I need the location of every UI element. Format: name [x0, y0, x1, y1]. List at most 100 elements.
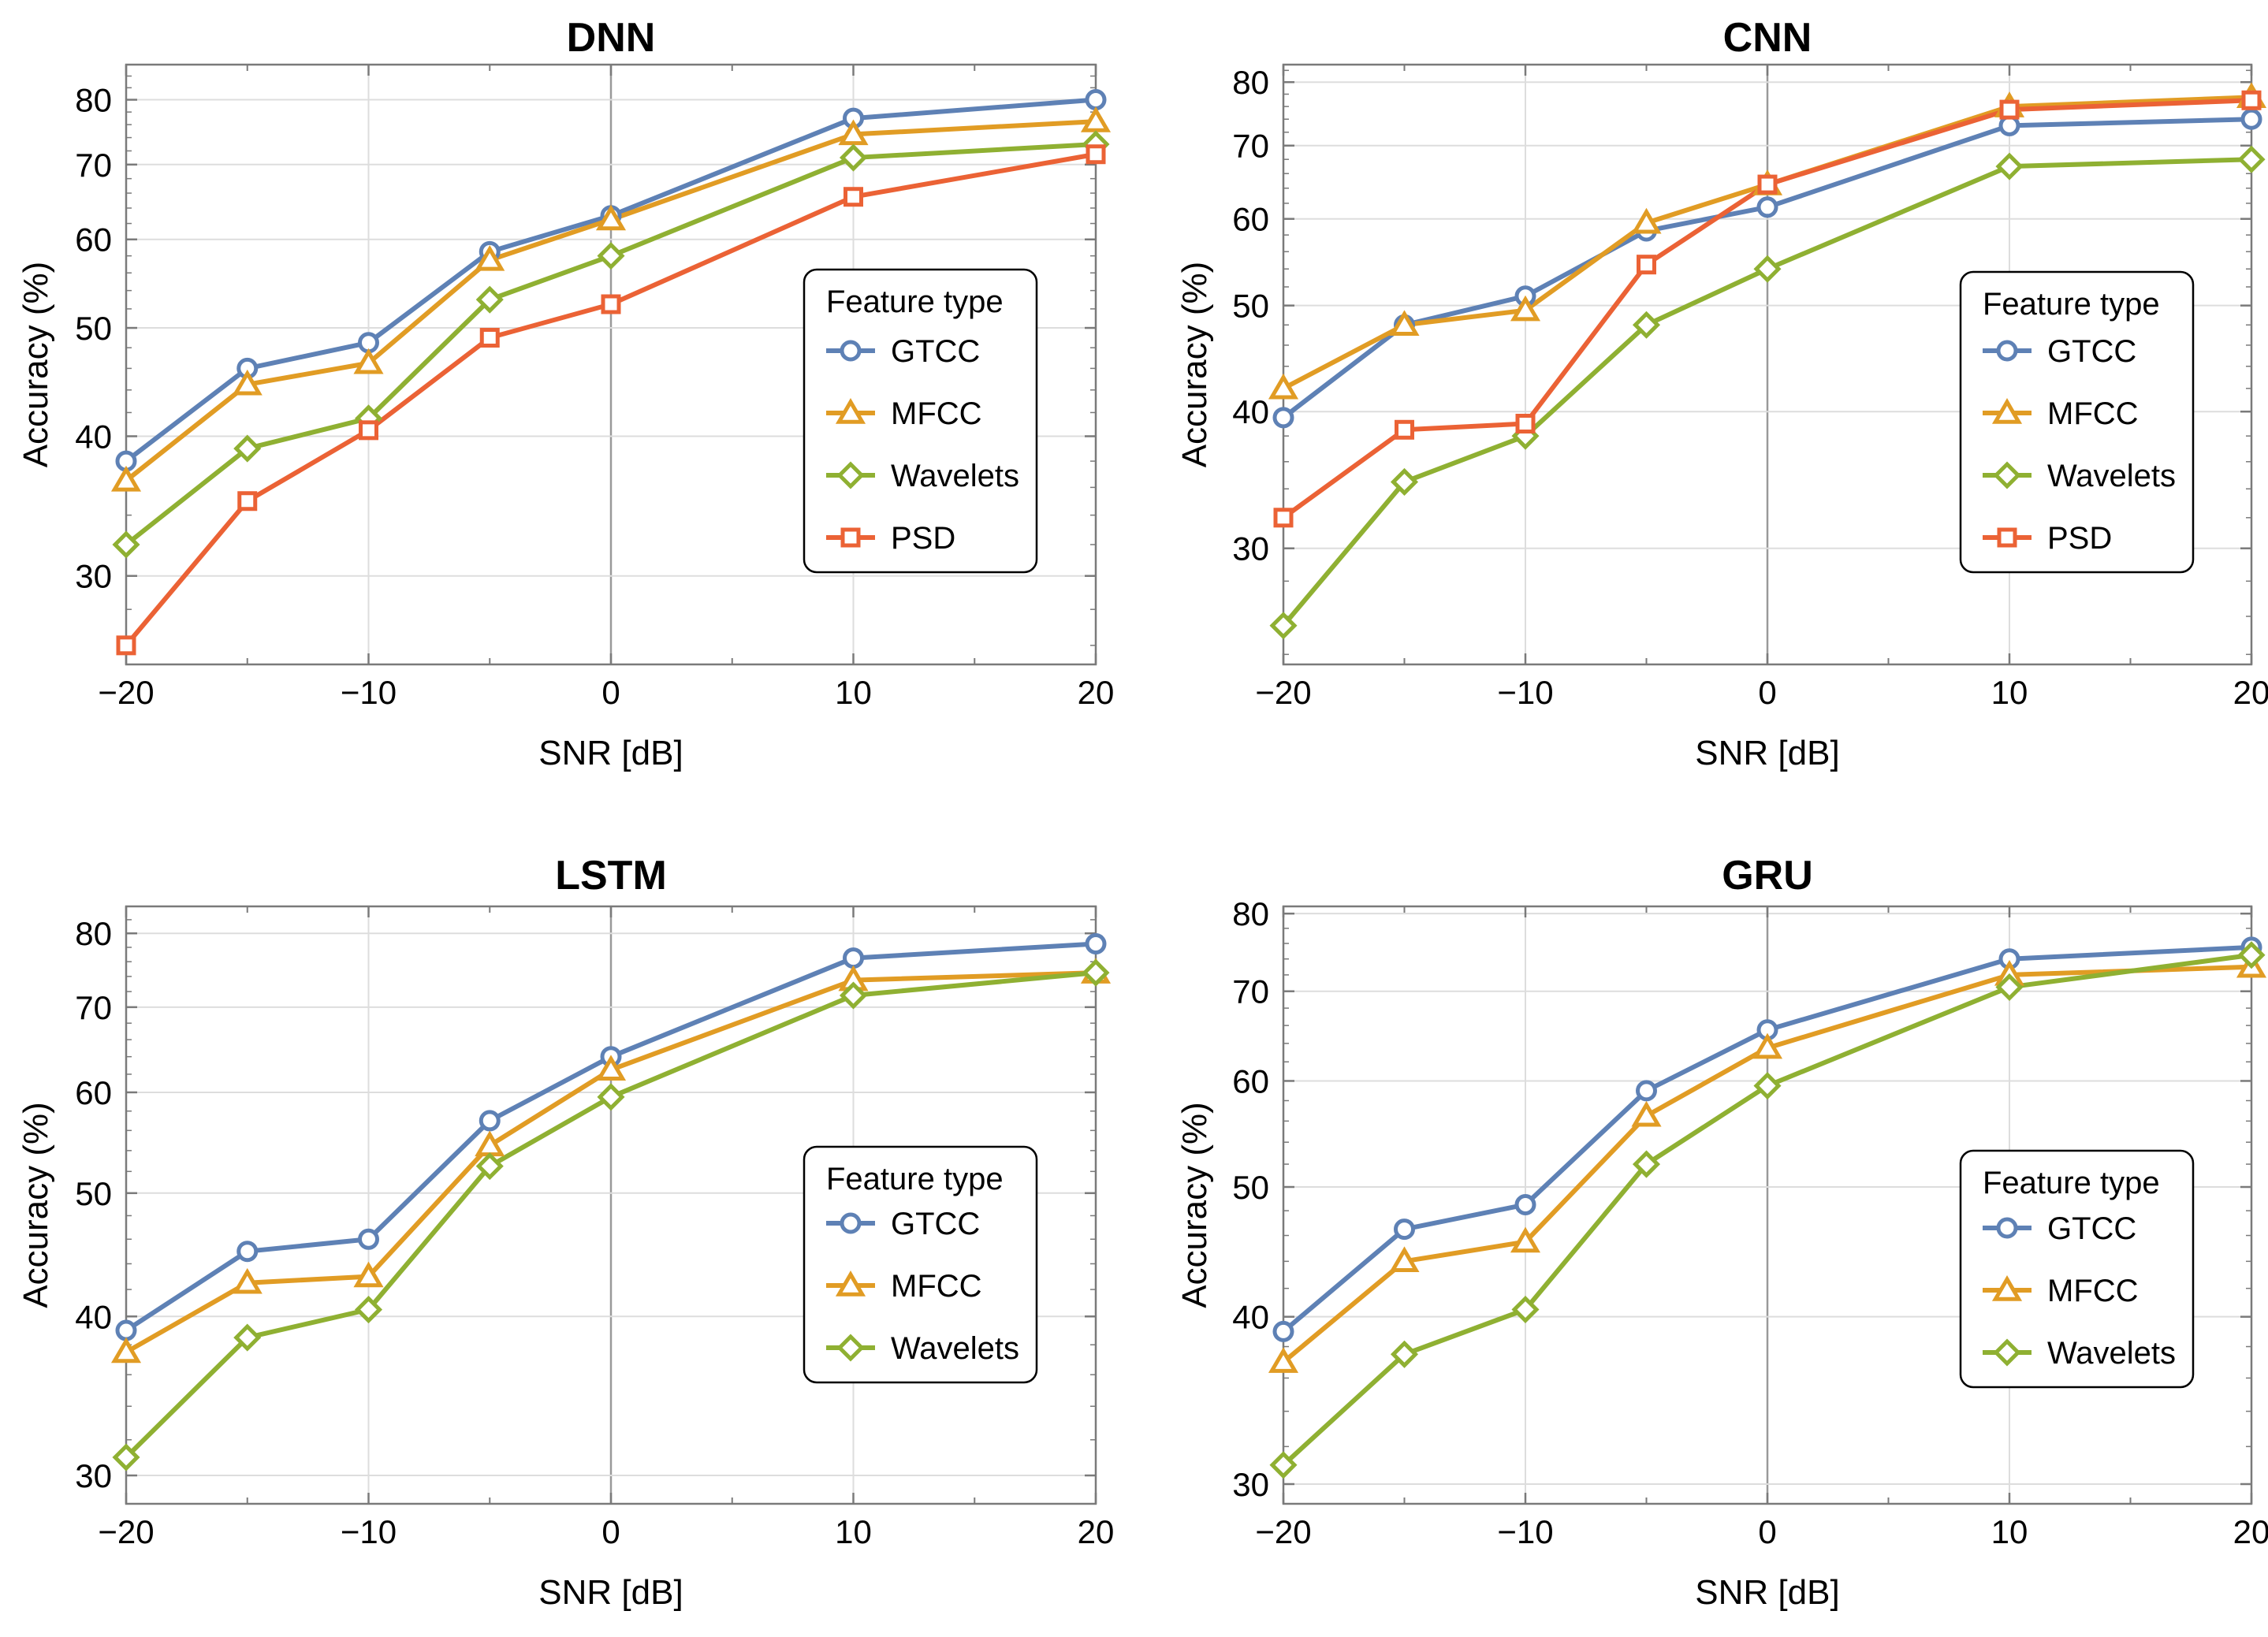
- x-tick-label: −10: [341, 1513, 397, 1550]
- data-point-mfcc: [595, 204, 627, 231]
- data-point-mfcc: [1631, 207, 1662, 234]
- y-axis-label: Accuracy (%): [17, 1102, 55, 1308]
- legend-label-mfcc: MFCC: [891, 1269, 982, 1304]
- data-point-psd: [359, 420, 378, 441]
- data-point-wavelets: [1511, 1295, 1540, 1324]
- y-tick-label: 80: [1232, 895, 1269, 932]
- legend-label-mfcc: MFCC: [2047, 396, 2139, 431]
- x-tick-label: −20: [98, 674, 154, 711]
- legend-marker-gtcc: [840, 340, 862, 362]
- data-point-psd: [601, 294, 621, 314]
- legend-label-gtcc: GTCC: [2047, 334, 2136, 369]
- data-point-gtcc: [358, 1228, 379, 1250]
- x-axis-label: SNR [dB]: [538, 734, 683, 772]
- data-point-psd: [1637, 255, 1656, 275]
- data-point-gtcc: [1394, 1218, 1415, 1241]
- data-point-psd: [116, 635, 136, 656]
- data-point-mfcc: [1510, 1226, 1541, 1253]
- x-tick-label: −20: [1255, 674, 1311, 711]
- y-tick-label: 60: [75, 221, 112, 259]
- data-point-wavelets: [1082, 958, 1110, 987]
- data-point-wavelets: [839, 981, 868, 1010]
- data-point-gtcc: [1514, 1193, 1536, 1215]
- x-tick-label: −10: [1497, 1513, 1553, 1550]
- legend-label-mfcc: MFCC: [891, 396, 982, 431]
- data-point-wavelets: [475, 1152, 504, 1181]
- legend-marker-gtcc: [1996, 340, 2018, 362]
- data-point-gtcc: [2240, 108, 2262, 130]
- panel-dnn: −20 −10 0 10 20 30 40 50 60 70 80 DNN SNR [dB] Accura…: [17, 15, 1114, 772]
- data-point-wavelets: [2237, 941, 2266, 969]
- y-axis-label: Accuracy (%): [17, 262, 55, 468]
- data-point-gtcc: [1272, 1320, 1294, 1342]
- data-point-wavelets: [354, 1296, 383, 1324]
- y-tick-label: 40: [75, 1298, 112, 1335]
- data-point-mfcc: [110, 1337, 142, 1364]
- legend-label-psd: PSD: [2047, 521, 2112, 556]
- data-point-mfcc: [1268, 1347, 1299, 1373]
- y-tick-label: 30: [1232, 1466, 1269, 1503]
- data-point-mfcc: [838, 119, 869, 146]
- legend-title: Feature type: [1983, 287, 2160, 322]
- data-point-psd: [1086, 144, 1106, 165]
- chart-title: LSTM: [555, 853, 667, 898]
- legend-label-wavelets: Wavelets: [2047, 459, 2176, 493]
- legend-marker-mfcc: [1991, 398, 2023, 424]
- y-tick-label: 70: [75, 989, 112, 1026]
- legend-box: [1959, 270, 2195, 574]
- legend-label-gtcc: GTCC: [2047, 1211, 2136, 1246]
- data-point-wavelets: [233, 434, 262, 463]
- data-point-gtcc: [1636, 1080, 1657, 1102]
- data-point-wavelets: [839, 143, 868, 172]
- data-point-gtcc: [1756, 196, 1778, 218]
- y-tick-label: 80: [1232, 64, 1269, 101]
- data-point-gtcc: [843, 947, 864, 969]
- data-point-psd: [844, 187, 863, 207]
- legend-marker-psd: [1997, 527, 2017, 548]
- data-point-gtcc: [1272, 407, 1294, 429]
- legend-title: Feature type: [1983, 1166, 2160, 1200]
- x-tick-label: 0: [601, 674, 620, 711]
- x-tick-label: 10: [1991, 1513, 2028, 1550]
- data-point-mfcc: [475, 245, 505, 271]
- data-point-psd: [1757, 174, 1778, 195]
- data-point-wavelets: [112, 1443, 140, 1471]
- data-point-wavelets: [1269, 612, 1298, 640]
- data-point-wavelets: [2237, 145, 2266, 173]
- x-tick-label: 10: [1991, 674, 2028, 711]
- data-point-psd: [1273, 508, 1294, 528]
- data-point-mfcc: [1389, 1246, 1420, 1273]
- legend-marker-wavelets: [1993, 461, 2021, 489]
- data-point-psd: [237, 491, 258, 512]
- legend-label-wavelets: Wavelets: [891, 1331, 1019, 1366]
- panel-cnn: −20 −10 0 10 20 30 40 50 60 70 80 CNN SNR [dB] Accura…: [1175, 15, 2268, 772]
- data-point-wavelets: [475, 285, 504, 314]
- data-point-gtcc: [1085, 89, 1107, 111]
- legend-marker-gtcc: [840, 1212, 862, 1234]
- y-tick-label: 70: [1232, 128, 1269, 165]
- chart-title: CNN: [1723, 15, 1812, 61]
- x-tick-label: 0: [1758, 674, 1776, 711]
- x-tick-label: −10: [1497, 674, 1553, 711]
- y-tick-label: 30: [1232, 530, 1269, 567]
- data-point-gtcc: [1998, 114, 2020, 136]
- data-point-psd: [2241, 90, 2262, 110]
- x-tick-label: 0: [1758, 1513, 1776, 1550]
- data-point-mfcc: [353, 1261, 384, 1288]
- x-tick-label: −20: [1255, 1513, 1311, 1550]
- data-point-wavelets: [112, 530, 140, 559]
- legend-label-mfcc: MFCC: [2047, 1274, 2139, 1308]
- legend-marker-wavelets: [836, 461, 865, 489]
- y-tick-label: 60: [75, 1074, 112, 1111]
- data-point-gtcc: [1085, 932, 1107, 954]
- data-point-mfcc: [110, 465, 142, 492]
- data-point-mfcc: [595, 1055, 627, 1081]
- legend-title: Feature type: [826, 285, 1004, 319]
- data-point-wavelets: [1269, 1451, 1298, 1479]
- legend-marker-wavelets: [1993, 1338, 2021, 1367]
- y-tick-label: 50: [1232, 288, 1269, 325]
- legend-label-wavelets: Wavelets: [891, 459, 1019, 493]
- legend-label-wavelets: Wavelets: [2047, 1336, 2176, 1371]
- legend-box: [1959, 1149, 2195, 1389]
